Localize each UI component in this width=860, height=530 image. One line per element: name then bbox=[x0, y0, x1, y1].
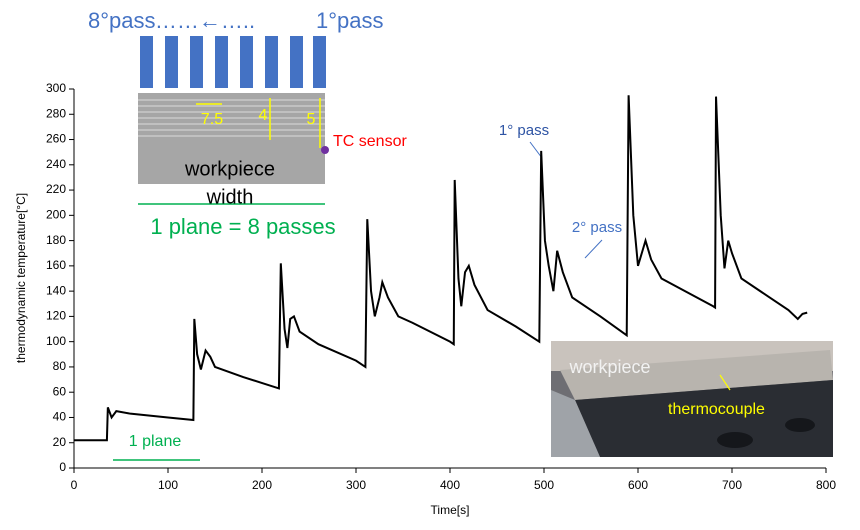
annotation: 5 bbox=[307, 111, 316, 128]
annotation: ……←….. bbox=[155, 8, 255, 33]
y-tick-label: 200 bbox=[46, 208, 66, 222]
workpiece-block bbox=[113, 93, 329, 460]
annotation: 1 plane = 8 passes bbox=[150, 214, 335, 239]
y-axis-label: thermodynamic temperature[°C] bbox=[14, 193, 28, 363]
annotation: width bbox=[206, 186, 254, 208]
annotation: 1°pass bbox=[316, 8, 384, 33]
chart: Time[s] thermodynamic temperature[°C] 0 2… bbox=[0, 0, 860, 525]
annotation: workpiece bbox=[568, 357, 650, 377]
y-tick-label: 100 bbox=[46, 334, 66, 348]
x-tick-label: 100 bbox=[158, 478, 178, 492]
annotation: 1 plane bbox=[129, 433, 182, 450]
pass-bars bbox=[140, 36, 326, 88]
y-tick-label: 0 bbox=[59, 460, 66, 474]
x-tick-label: 700 bbox=[722, 478, 742, 492]
y-tick-label: 240 bbox=[46, 157, 66, 171]
annotation: 1° pass bbox=[499, 122, 549, 139]
annotation: 2° pass bbox=[572, 219, 622, 236]
annotation: 7.5 bbox=[201, 111, 223, 128]
x-tick-label: 800 bbox=[816, 478, 836, 492]
x-tick-label: 600 bbox=[628, 478, 648, 492]
y-tick-label: 160 bbox=[46, 258, 66, 272]
y-tick-label: 60 bbox=[53, 384, 67, 398]
annotation: 8°pass bbox=[88, 8, 156, 33]
annotation: thermocouple bbox=[668, 401, 765, 418]
x-tick-label: 500 bbox=[534, 478, 554, 492]
x-tick-label: 200 bbox=[252, 478, 272, 492]
y-tick-label: 40 bbox=[53, 410, 67, 424]
y-tick-label: 280 bbox=[46, 106, 66, 120]
y-tick-label: 260 bbox=[46, 132, 66, 146]
annotation: workpiece bbox=[184, 158, 275, 180]
x-tick-label: 300 bbox=[346, 478, 366, 492]
x-axis-label: Time[s] bbox=[431, 503, 470, 517]
y-tick-label: 120 bbox=[46, 309, 66, 323]
x-tick-label: 400 bbox=[440, 478, 460, 492]
annotation: 4 bbox=[259, 107, 268, 124]
y-tick-label: 80 bbox=[53, 359, 67, 373]
y-tick-label: 180 bbox=[46, 233, 66, 247]
y-tick-label: 220 bbox=[46, 182, 66, 196]
annotation: TC sensor bbox=[333, 133, 407, 150]
x-tick-label: 0 bbox=[71, 478, 78, 492]
y-tick-label: 300 bbox=[46, 81, 66, 95]
y-tick-label: 140 bbox=[46, 283, 66, 297]
y-tick-label: 20 bbox=[53, 435, 67, 449]
